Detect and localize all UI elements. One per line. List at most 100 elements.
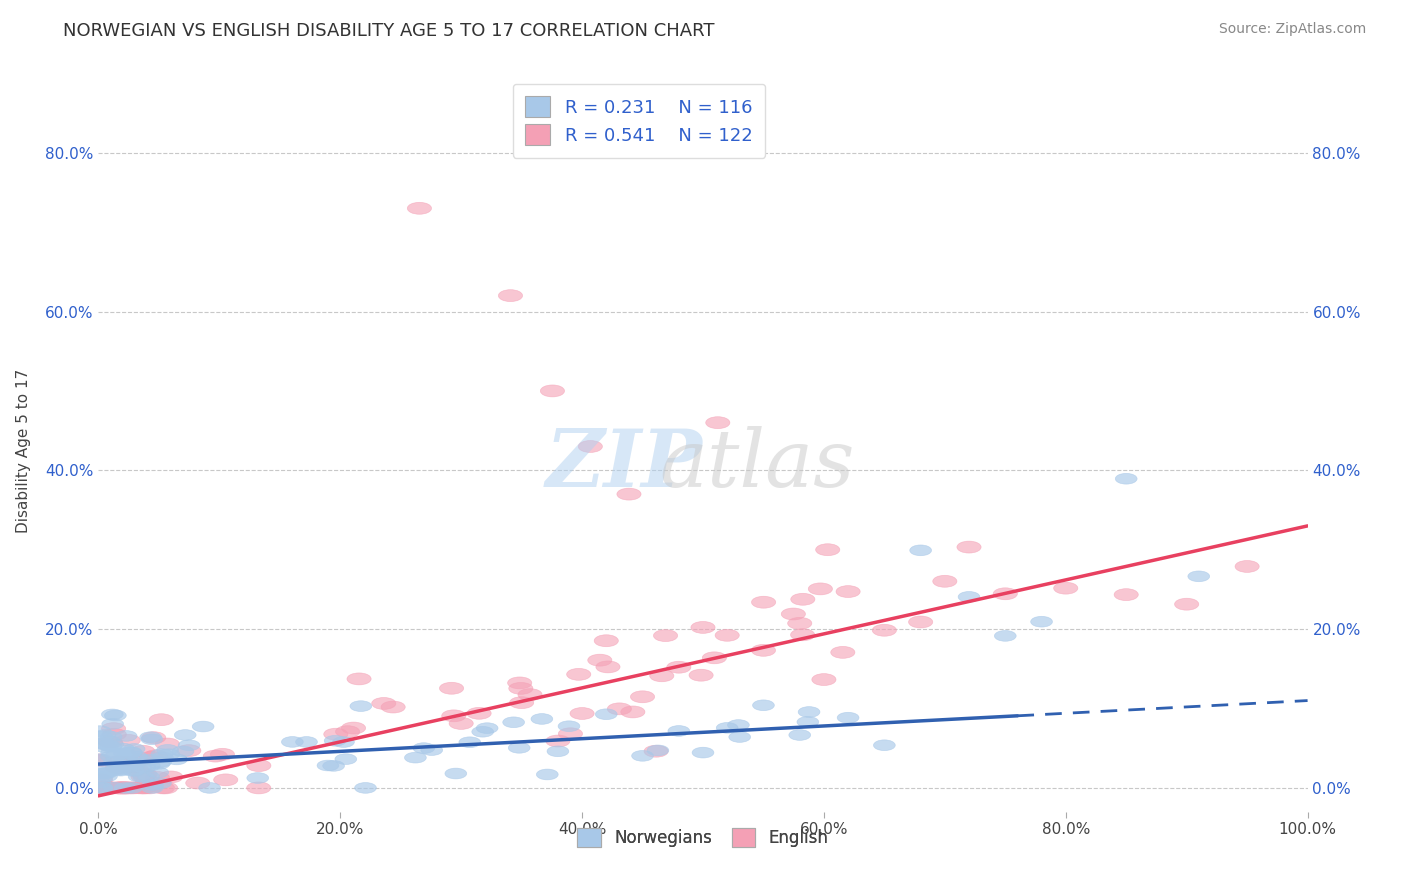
Ellipse shape: [120, 747, 142, 758]
Text: ZIP: ZIP: [546, 426, 703, 504]
Ellipse shape: [325, 735, 346, 746]
Ellipse shape: [1031, 616, 1053, 627]
Ellipse shape: [122, 764, 143, 775]
Ellipse shape: [837, 713, 859, 723]
Ellipse shape: [350, 701, 371, 712]
Ellipse shape: [994, 631, 1017, 641]
Ellipse shape: [131, 771, 155, 782]
Ellipse shape: [789, 730, 811, 740]
Ellipse shape: [668, 725, 690, 736]
Ellipse shape: [569, 707, 595, 720]
Ellipse shape: [91, 782, 115, 794]
Ellipse shape: [98, 736, 122, 748]
Ellipse shape: [94, 742, 117, 753]
Ellipse shape: [108, 782, 132, 794]
Ellipse shape: [420, 745, 443, 756]
Ellipse shape: [114, 748, 135, 759]
Ellipse shape: [108, 764, 131, 774]
Ellipse shape: [91, 780, 115, 793]
Ellipse shape: [138, 782, 162, 794]
Ellipse shape: [472, 726, 494, 737]
Ellipse shape: [91, 731, 112, 742]
Ellipse shape: [135, 775, 160, 788]
Ellipse shape: [405, 752, 426, 763]
Ellipse shape: [441, 710, 465, 722]
Ellipse shape: [342, 723, 366, 734]
Ellipse shape: [117, 762, 138, 772]
Ellipse shape: [449, 717, 474, 730]
Ellipse shape: [578, 441, 602, 452]
Ellipse shape: [122, 765, 145, 776]
Ellipse shape: [118, 756, 142, 768]
Ellipse shape: [644, 746, 668, 757]
Ellipse shape: [96, 782, 120, 794]
Ellipse shape: [96, 782, 120, 794]
Ellipse shape: [138, 771, 159, 781]
Ellipse shape: [96, 782, 120, 794]
Ellipse shape: [117, 782, 141, 794]
Ellipse shape: [142, 782, 163, 793]
Ellipse shape: [246, 782, 271, 794]
Ellipse shape: [908, 616, 932, 628]
Ellipse shape: [782, 608, 806, 620]
Text: NORWEGIAN VS ENGLISH DISABILITY AGE 5 TO 17 CORRELATION CHART: NORWEGIAN VS ENGLISH DISABILITY AGE 5 TO…: [63, 22, 714, 40]
Ellipse shape: [103, 782, 125, 793]
Ellipse shape: [440, 682, 464, 694]
Ellipse shape: [90, 772, 112, 783]
Ellipse shape: [94, 782, 118, 794]
Ellipse shape: [607, 703, 631, 714]
Ellipse shape: [125, 751, 148, 762]
Ellipse shape: [831, 647, 855, 658]
Ellipse shape: [193, 721, 214, 732]
Ellipse shape: [873, 739, 896, 750]
Ellipse shape: [112, 782, 136, 794]
Ellipse shape: [546, 735, 569, 747]
Ellipse shape: [690, 622, 716, 633]
Ellipse shape: [716, 630, 740, 641]
Ellipse shape: [107, 782, 131, 794]
Ellipse shape: [381, 701, 405, 713]
Ellipse shape: [114, 782, 136, 793]
Ellipse shape: [89, 764, 111, 774]
Ellipse shape: [97, 782, 122, 794]
Ellipse shape: [96, 782, 120, 794]
Ellipse shape: [150, 756, 172, 767]
Ellipse shape: [617, 488, 641, 500]
Ellipse shape: [993, 588, 1018, 599]
Ellipse shape: [128, 782, 153, 794]
Ellipse shape: [204, 750, 228, 762]
Ellipse shape: [408, 202, 432, 214]
Ellipse shape: [94, 730, 115, 740]
Ellipse shape: [124, 744, 145, 755]
Ellipse shape: [509, 697, 534, 708]
Ellipse shape: [295, 737, 318, 747]
Ellipse shape: [647, 745, 669, 756]
Ellipse shape: [211, 748, 235, 760]
Ellipse shape: [134, 772, 155, 782]
Ellipse shape: [91, 782, 112, 793]
Ellipse shape: [149, 714, 173, 726]
Ellipse shape: [101, 723, 125, 735]
Ellipse shape: [100, 731, 122, 742]
Ellipse shape: [124, 758, 146, 769]
Ellipse shape: [153, 782, 177, 794]
Ellipse shape: [335, 754, 357, 764]
Ellipse shape: [139, 755, 162, 765]
Y-axis label: Disability Age 5 to 17: Disability Age 5 to 17: [17, 368, 31, 533]
Ellipse shape: [93, 768, 115, 779]
Ellipse shape: [139, 761, 160, 772]
Ellipse shape: [689, 669, 713, 681]
Ellipse shape: [143, 750, 167, 762]
Ellipse shape: [957, 541, 981, 553]
Ellipse shape: [247, 760, 271, 772]
Ellipse shape: [98, 736, 120, 747]
Ellipse shape: [108, 782, 132, 794]
Ellipse shape: [837, 586, 860, 598]
Ellipse shape: [117, 734, 141, 747]
Ellipse shape: [247, 772, 269, 783]
Ellipse shape: [125, 764, 149, 776]
Ellipse shape: [177, 745, 201, 756]
Ellipse shape: [354, 782, 377, 793]
Ellipse shape: [100, 751, 122, 762]
Ellipse shape: [333, 737, 354, 747]
